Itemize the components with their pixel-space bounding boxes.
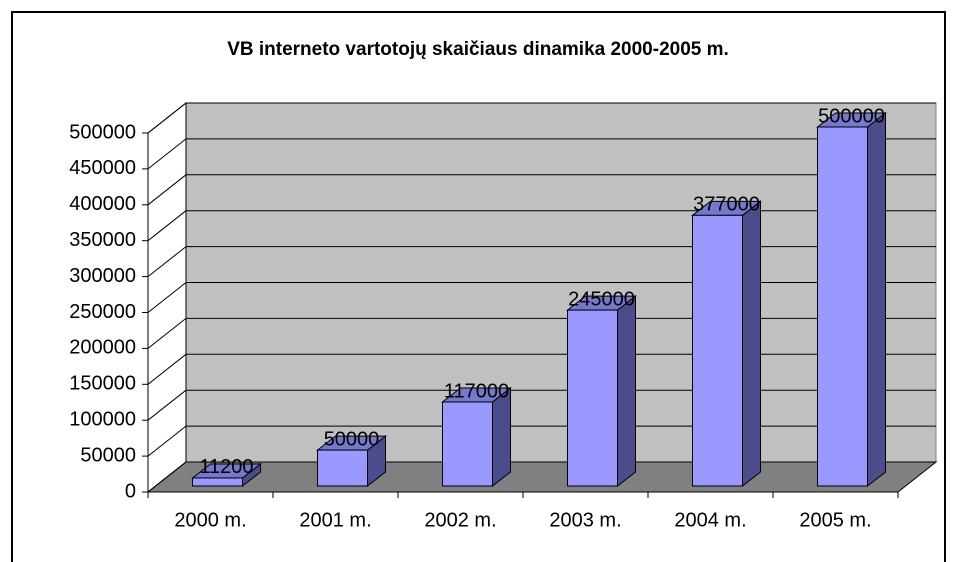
grid-line	[147, 425, 187, 457]
x-tick-label: 2002 m.	[424, 509, 496, 531]
bar	[692, 214, 743, 487]
bar	[317, 449, 368, 487]
x-tick-label: 2000 m.	[174, 509, 246, 531]
bar	[567, 309, 618, 487]
y-tick-label: 100000	[69, 408, 136, 430]
grid-line	[147, 461, 187, 493]
y-tick-label: 300000	[69, 265, 136, 287]
data-label: 377000	[693, 194, 760, 216]
grid-line	[147, 389, 187, 421]
chart-title: VB interneto vartotojų skaičiaus dinamik…	[227, 39, 729, 60]
bar-side	[867, 111, 886, 488]
bar-side	[742, 200, 761, 488]
data-label: 500000	[818, 105, 885, 127]
y-tick-label: 50000	[80, 444, 136, 466]
y-tick-label: 400000	[69, 193, 136, 215]
grid-line	[147, 102, 187, 134]
data-label: 11200	[199, 456, 253, 478]
grid-line	[147, 174, 187, 206]
y-tick-label: 0	[125, 480, 136, 502]
x-tick-label: 2004 m.	[674, 509, 746, 531]
bar-side	[492, 386, 511, 488]
grid-line	[147, 318, 187, 349]
y-tick-label: 500000	[69, 121, 136, 143]
y-tick-label: 450000	[69, 157, 136, 179]
bar	[192, 477, 243, 487]
y-tick-label: 250000	[69, 301, 136, 323]
y-tick-label: 350000	[69, 229, 136, 251]
grid-line	[147, 210, 187, 242]
bar-side	[617, 295, 636, 488]
bar	[817, 126, 868, 487]
x-tick-label: 2003 m.	[549, 509, 621, 531]
data-label: 50000	[324, 428, 380, 450]
grid-line	[147, 282, 187, 313]
x-tick-label: 2001 m.	[299, 509, 371, 531]
x-tick-label: 2005 m.	[799, 509, 871, 531]
bar	[442, 401, 493, 487]
y-tick-label: 150000	[69, 373, 136, 395]
chart-border	[11, 11, 946, 562]
grid-line	[147, 246, 187, 277]
y-tick-label: 200000	[69, 337, 136, 359]
data-label: 117000	[444, 380, 509, 402]
grid-line	[147, 138, 187, 170]
data-label: 245000	[568, 288, 635, 310]
grid-line	[147, 353, 187, 385]
